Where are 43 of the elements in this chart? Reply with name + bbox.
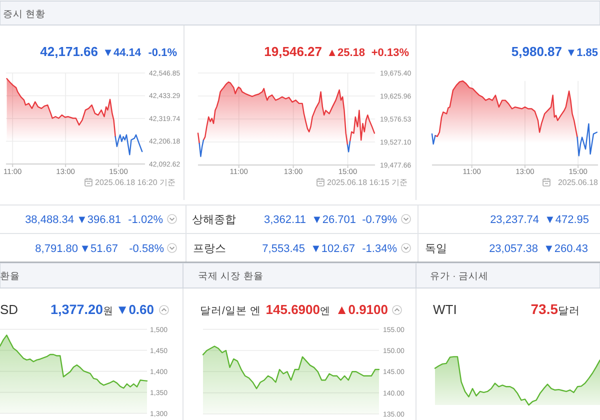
text: 국제 시장 환율 bbox=[198, 271, 264, 282]
text: 유가 · 금시세 bbox=[430, 271, 488, 282]
text: ▼396.81 bbox=[76, 214, 121, 226]
text: 19,546.27 bbox=[264, 44, 322, 59]
text: ▼472.95 bbox=[544, 214, 589, 226]
text: 상해종합 bbox=[192, 214, 236, 226]
text: 2025.06.18 16:20 기준 bbox=[95, 178, 176, 187]
text: ▼44.14 bbox=[102, 47, 142, 59]
text: 3,362.11 bbox=[264, 214, 306, 226]
text: -0.1% bbox=[148, 47, 178, 59]
text: 달러/일본 엔 bbox=[200, 305, 261, 317]
text: 프랑스 bbox=[193, 243, 226, 255]
line-series bbox=[114, 134, 143, 156]
text: 8,791.80 bbox=[35, 243, 78, 255]
text: ▼0.60 bbox=[116, 302, 154, 317]
text: 23,057.38 bbox=[489, 243, 538, 255]
text: -0.58% bbox=[129, 243, 164, 255]
text: -1.02% bbox=[128, 214, 164, 226]
text: ▼102.67 bbox=[310, 243, 355, 255]
text: 환율 bbox=[0, 271, 20, 282]
text: 2025.06.18 bbox=[558, 178, 599, 187]
text: SD bbox=[0, 302, 18, 317]
text: 23,237.74 bbox=[490, 214, 539, 226]
text: 1,377.20원 bbox=[50, 302, 113, 317]
text: 독일 bbox=[425, 243, 447, 255]
text: WTI bbox=[433, 302, 457, 317]
text: -1.34% bbox=[362, 243, 398, 255]
text: ▲0.9100 bbox=[335, 302, 388, 317]
text: 145.6900엔 bbox=[266, 302, 330, 317]
text: ▼1.85 bbox=[566, 47, 598, 59]
text: +0.13% bbox=[371, 47, 410, 59]
text: 7,553.45 bbox=[262, 243, 305, 255]
text: 73.5달러 bbox=[530, 301, 580, 317]
text: 2025.06.18 16:15 기준 bbox=[327, 178, 408, 187]
text: 증시 현황 bbox=[3, 9, 46, 20]
text: 38,488.34 bbox=[25, 214, 74, 226]
text: 42,171.66 bbox=[40, 44, 98, 59]
text: ▼26.701 bbox=[311, 214, 356, 226]
text: ▼51.67 bbox=[80, 243, 118, 255]
text: 5,980.87 bbox=[511, 44, 562, 59]
text: ▼260.43 bbox=[543, 243, 588, 255]
text: -0.79% bbox=[362, 214, 398, 226]
text: ▲25.18 bbox=[326, 47, 365, 59]
